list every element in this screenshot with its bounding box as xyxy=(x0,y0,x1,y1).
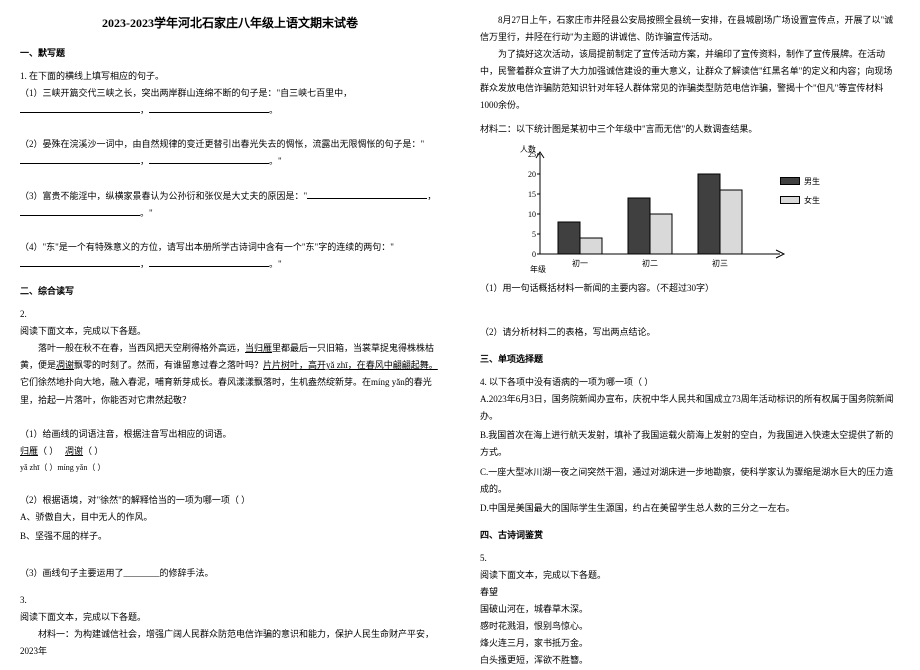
swatch-male xyxy=(780,177,800,185)
passage-text: 它们徐然地扑向大地，融入春泥，哺育新芽成长。春风漾漾飘落时，生机盎然绽新芽。在m… xyxy=(20,377,432,404)
option-b: B.我国首次在海上进行航天发射，填补了我国运载火箭海上发射的空白，为我国进入快速… xyxy=(480,427,900,461)
poem-line: 烽火连三月，家书抵万金。 xyxy=(480,635,900,652)
svg-text:20: 20 xyxy=(528,170,536,179)
q2-num: 2. xyxy=(20,306,440,323)
q5-num: 5. xyxy=(480,550,900,567)
section-2-head: 二、综合读写 xyxy=(20,283,440,300)
passage-text: 飘零的时刻了。然而，有谁留意过春之落叶吗？ xyxy=(74,360,263,370)
underlined-word-1: 当归雁 xyxy=(245,343,272,353)
blank xyxy=(20,156,140,164)
col2-para1: 8月27日上午，石家庄市井陉县公安局按照全县统一安排，在县城剧场广场设置宣传点，… xyxy=(480,12,900,46)
svg-text:0: 0 xyxy=(532,250,536,259)
chart-svg: 0 5 10 15 20 25 人数 初一 初二 初三 xyxy=(500,144,820,274)
q1-stem: 1. 在下面的横线上填写相应的句子。 xyxy=(20,68,440,85)
q2-1-words: 归雁（ ） 凋谢（ ） xyxy=(20,443,440,460)
question-4: 4. 以下各项中没有语病的一项为哪一项（ ） A.2023年6月3日，国务院新闻… xyxy=(480,374,900,517)
svg-text:初一: 初一 xyxy=(572,258,588,268)
q2-1-stem: （1）给画线的词语注音，根据注音写出相应的词语。 xyxy=(20,426,440,443)
q3-sub1: （1）用一句话概括材料一新闻的主要内容。（不超过30字） xyxy=(480,280,900,297)
q1-3-text: （3）富贵不能淫中，纵横家景春认为公孙衍和张仪是大丈夫的原因是：" xyxy=(20,191,307,201)
swatch-female xyxy=(780,196,800,204)
q1-4-text: （4）"东"是一个有特殊意义的方位，请写出本册所学古诗词中含有一个"东"字的连续… xyxy=(20,242,394,252)
question-1: 1. 在下面的横线上填写相应的句子。 （1）三峡开篇交代三峡之长，突出两岸群山连… xyxy=(20,68,440,273)
question-5: 5. 阅读下面文本，完成以下各题。 春望 国破山河在，城春草木深。 感时花溅泪，… xyxy=(480,550,900,670)
q2-2-stem: （2）根据语境，对"徐然"的解释恰当的一项为哪一项（ ） xyxy=(20,492,440,509)
blank xyxy=(149,259,269,267)
q2-passage: 落叶一般在秋不在春，当西风把天空刷得格外高远，当归雁里都最后一只旧箱，当裳草捉鬼… xyxy=(20,340,440,408)
q2-3-stem: （3）画线句子主要运用了________的修辞手法。 xyxy=(20,568,214,578)
q2-2-options: A、骄傲自大，目中无人的作风。 B、坚强不屈的样子。 xyxy=(20,509,440,545)
option-a: A、骄傲自大，目中无人的作风。 xyxy=(20,509,440,526)
q1-2: （2）晏殊在浣溪沙一词中，由自然规律的变迁更替引出春光失去的惆怅，流露出无限惆怅… xyxy=(20,136,440,170)
blank xyxy=(20,105,140,113)
poem-line: 感时花溅泪，恨别鸟惊心。 xyxy=(480,618,900,635)
section-4-head: 四、古诗词鉴赏 xyxy=(480,527,900,544)
option-d: D.中国是美国最大的国际学生生源国，约占在美留学生总人数的三分之一左右。 xyxy=(480,500,900,517)
section-3-head: 三、单项选择题 xyxy=(480,351,900,368)
blank xyxy=(149,156,269,164)
svg-text:5: 5 xyxy=(532,230,536,239)
q1-4: （4）"东"是一个有特殊意义的方位，请写出本册所学古诗词中含有一个"东"字的连续… xyxy=(20,239,440,273)
q3-sub2: （2）请分析材料二的表格，写出两点结论。 xyxy=(480,324,900,341)
q4-options: A.2023年6月3日，国务院新闻办宣布，庆祝中华人民共和国成立73周年活动标识… xyxy=(480,391,900,517)
bar-chart: 0 5 10 15 20 25 人数 初一 初二 初三 xyxy=(500,144,820,274)
chart-legend: 男生 女生 xyxy=(780,174,820,212)
q1-3: （3）富贵不能淫中，纵横家景春认为公孙衍和张仪是大丈夫的原因是："，。" xyxy=(20,188,440,222)
q2-1: （1）给画线的词语注音，根据注音写出相应的词语。 归雁（ ） 凋谢（ ） yǎ … xyxy=(20,426,440,475)
poem-line: 国破山河在，城春草木深。 xyxy=(480,601,900,618)
x-axis-label: 年级 xyxy=(530,264,546,274)
pinyin-row: yǎ zhī（ ）míng yǎn（ ） xyxy=(20,460,440,475)
material-1: 材料一：为构建诚信社会，增强广阔人民群众防范电信诈骗的意识和能力，保护人民生命财… xyxy=(20,626,440,660)
section-1-head: 一、默写题 xyxy=(20,45,440,62)
legend-female: 女生 xyxy=(780,193,820,208)
q2-2: （2）根据语境，对"徐然"的解释恰当的一项为哪一项（ ） A、骄傲自大，目中无人… xyxy=(20,492,440,545)
legend-male-label: 男生 xyxy=(804,174,820,189)
svg-text:初三: 初三 xyxy=(712,258,728,268)
option-b: B、坚强不屈的样子。 xyxy=(20,528,440,545)
q2-intro: 阅读下面文本，完成以下各题。 xyxy=(20,323,440,340)
svg-text:15: 15 xyxy=(528,190,536,199)
passage-text: 落叶一般在秋不在春，当西风把天空刷得格外高远， xyxy=(38,343,245,353)
word-1: 归雁 xyxy=(20,446,38,456)
q1-2-text: （2）晏殊在浣溪沙一词中，由自然规律的变迁更替引出春光失去的惆怅，流露出无限惆怅… xyxy=(20,139,424,149)
blank xyxy=(149,105,269,113)
blank xyxy=(307,190,427,198)
legend-female-label: 女生 xyxy=(804,193,820,208)
question-3: 3. 阅读下面文本，完成以下各题。 材料一：为构建诚信社会，增强广阔人民群众防范… xyxy=(20,592,440,660)
y-axis-label: 人数 xyxy=(520,144,536,154)
q5-intro: 阅读下面文本，完成以下各题。 xyxy=(480,567,900,584)
blank xyxy=(20,259,140,267)
right-column: 8月27日上午，石家庄市井陉县公安局按照全县统一安排，在县城剧场广场设置宣传点，… xyxy=(460,0,920,651)
q2-3: （3）画线句子主要运用了________的修辞手法。 xyxy=(20,565,440,582)
blank xyxy=(20,208,140,216)
left-column: 2023-2023学年河北石家庄八年级上语文期末试卷 一、默写题 1. 在下面的… xyxy=(0,0,460,651)
poem-line: 白头搔更短，浑欲不胜簪。 xyxy=(480,652,900,669)
poem-title: 春望 xyxy=(480,584,900,601)
q3-intro: 阅读下面文本，完成以下各题。 xyxy=(20,609,440,626)
poem: 春望 国破山河在，城春草木深。 感时花溅泪，恨别鸟惊心。 烽火连三月，家书抵万金… xyxy=(480,584,900,669)
legend-male: 男生 xyxy=(780,174,820,189)
q3-num: 3. xyxy=(20,592,440,609)
q1-1-text: （1）三峡开篇交代三峡之长，突出两岸群山连绵不断的句子是："自三峡七百里中， xyxy=(20,88,352,98)
q4-stem: 4. 以下各项中没有语病的一项为哪一项（ ） xyxy=(480,374,900,391)
q1-1: （1）三峡开篇交代三峡之长，突出两岸群山连绵不断的句子是："自三峡七百里中，，。 xyxy=(20,85,440,119)
underlined-sentence: 片片树叶，高开yǎ zhī，在春风中翩翩起舞。 xyxy=(263,360,438,370)
page-title: 2023-2023学年河北石家庄八年级上语文期末试卷 xyxy=(20,12,440,35)
question-2: 2. 阅读下面文本，完成以下各题。 落叶一般在秋不在春，当西风把天空刷得格外高远… xyxy=(20,306,440,582)
svg-text:初二: 初二 xyxy=(642,258,658,268)
word-2: 凋谢 xyxy=(65,446,83,456)
col2-para2: 为了搞好这次活动，该局提前制定了宣传活动方案，并编印了宣传资料，制作了宣传展牌。… xyxy=(480,46,900,114)
material-2-head: 材料二：以下统计图是某初中三个年级中"言而无信"的人数调查结果。 xyxy=(480,121,900,138)
svg-text:10: 10 xyxy=(528,210,536,219)
option-c: C.一座大型冰川湖一夜之间突然干涸，通过对湖床进一步地勘察，使科学家认为骤缩是湖… xyxy=(480,464,900,498)
underlined-word-2: 凋谢 xyxy=(56,360,74,370)
option-a: A.2023年6月3日，国务院新闻办宣布，庆祝中华人民共和国成立73周年活动标识… xyxy=(480,391,900,425)
